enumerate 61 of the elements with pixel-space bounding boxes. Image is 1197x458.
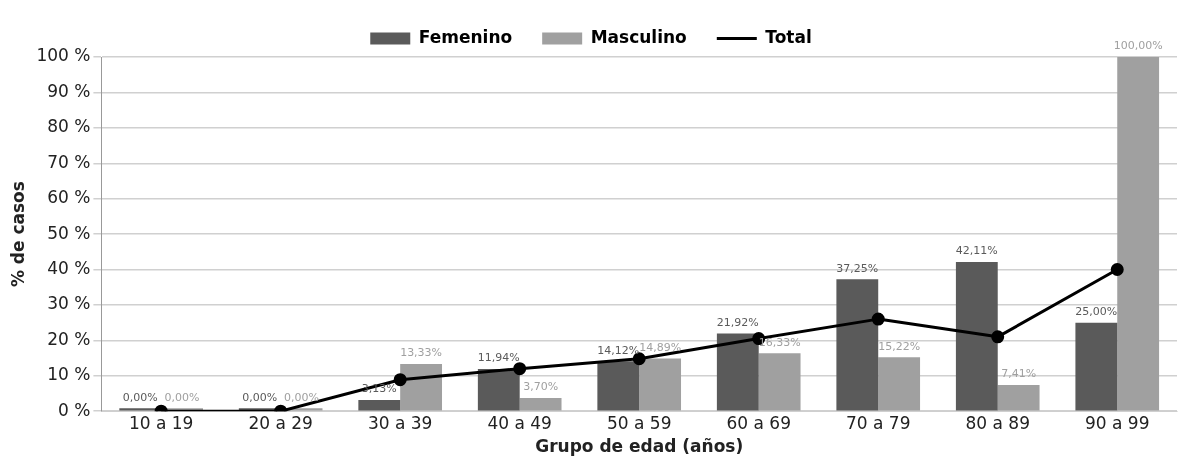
x-tick-label: 50 a 59 <box>606 412 672 433</box>
y-tick-label: 80 % <box>47 116 91 137</box>
x-tick-label: 40 a 49 <box>487 412 552 433</box>
bar <box>358 400 401 411</box>
y-tick-label: 10 % <box>47 364 91 385</box>
x-tick-label: 60 a 69 <box>726 412 791 433</box>
y-tick-label: 40 % <box>47 257 91 278</box>
x-tick-label: 90 a 99 <box>1084 412 1150 433</box>
data-label: 37,25% <box>836 261 879 275</box>
y-tick-label: 0 % <box>58 399 91 420</box>
bar <box>400 363 443 411</box>
x-tick-label: 70 a 79 <box>845 412 911 433</box>
data-label: 0,00% <box>284 390 320 404</box>
bar <box>955 262 998 411</box>
x-tick-label: 10 a 19 <box>128 412 194 433</box>
point <box>1110 263 1124 277</box>
data-label: 25,00% <box>1075 305 1118 319</box>
y-tick-label: 90 % <box>47 80 91 101</box>
bar <box>878 357 921 411</box>
bar <box>836 279 879 411</box>
data-label: 14,12% <box>597 343 640 357</box>
point <box>871 312 885 326</box>
y-tick-label: 100 % <box>36 45 91 66</box>
data-label: 14,89% <box>639 340 682 354</box>
legend-label: Total <box>765 26 812 47</box>
data-label: 0,00% <box>164 390 200 404</box>
y-tick-label: 20 % <box>47 328 91 349</box>
bar <box>997 384 1040 411</box>
data-label: 13,33% <box>400 346 443 360</box>
legend-label: Femenino <box>418 26 513 47</box>
data-label: 3,13% <box>361 382 397 396</box>
bar <box>1117 57 1160 411</box>
bar <box>716 333 759 411</box>
data-label: 7,41% <box>1001 367 1037 381</box>
data-label: 100,00% <box>1113 39 1163 53</box>
data-label: 0,00% <box>122 390 158 404</box>
data-label: 16,33% <box>758 335 801 349</box>
y-tick-label: 60 % <box>47 187 91 208</box>
data-label: 0,00% <box>242 390 278 404</box>
bar <box>519 398 562 411</box>
bar <box>639 358 682 411</box>
x-tick-label: 30 a 39 <box>367 412 433 433</box>
legend-label: Masculino <box>590 26 687 47</box>
point <box>513 362 527 376</box>
data-label: 42,11% <box>955 244 998 258</box>
y-tick-label: 70 % <box>47 151 91 172</box>
data-label: 15,22% <box>878 339 921 353</box>
data-label: 3,70% <box>523 380 559 394</box>
point <box>991 330 1005 344</box>
bar <box>477 368 520 411</box>
x-axis-title: Grupo de edad (años) <box>535 436 744 457</box>
bar <box>1075 322 1118 411</box>
bar <box>597 361 640 411</box>
x-tick-label: 20 a 29 <box>248 412 313 433</box>
y-axis-title: % de casos <box>7 181 28 288</box>
data-label: 21,92% <box>716 315 759 329</box>
x-tick-label: 80 a 89 <box>965 412 1030 433</box>
data-label: 11,94% <box>477 351 520 365</box>
bar <box>758 353 801 411</box>
y-tick-label: 50 % <box>47 222 91 243</box>
y-tick-label: 30 % <box>47 293 91 314</box>
